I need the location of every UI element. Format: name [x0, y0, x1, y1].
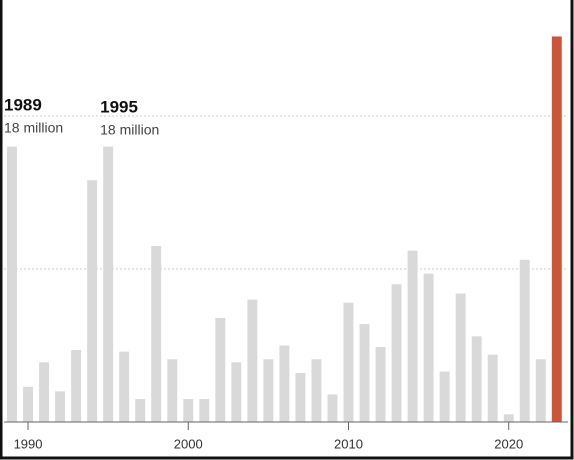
bar	[119, 351, 130, 422]
bar	[487, 354, 498, 422]
bar	[535, 359, 546, 422]
annotation-title: 1995	[100, 97, 138, 116]
bar	[311, 359, 322, 422]
bar	[23, 386, 34, 422]
x-tick-label: 1990	[14, 436, 43, 451]
bar	[455, 293, 466, 422]
bar	[247, 299, 258, 422]
bar	[7, 146, 17, 422]
bar	[295, 373, 306, 422]
bar	[407, 250, 418, 422]
bar	[391, 284, 402, 422]
x-tick-label: 2010	[334, 436, 363, 451]
x-tick-label: 2020	[494, 436, 523, 451]
bar	[231, 362, 242, 422]
bar	[87, 180, 98, 422]
bar	[471, 336, 482, 422]
bar	[503, 414, 514, 422]
bar	[359, 324, 370, 422]
bar	[55, 391, 66, 422]
bar	[327, 394, 338, 422]
bar	[103, 146, 114, 422]
bar	[263, 359, 274, 422]
annotation-title: 1989	[4, 95, 42, 114]
annotation-note: 18 million	[4, 120, 63, 136]
bar	[183, 399, 194, 422]
bar	[375, 347, 386, 422]
annotation-note: 18 million	[100, 122, 159, 138]
bar	[343, 302, 354, 422]
bar	[279, 345, 290, 422]
x-tick-label: 2000	[174, 436, 203, 451]
bar	[199, 399, 210, 422]
bar	[215, 317, 226, 422]
bar	[71, 350, 82, 422]
bar	[439, 371, 450, 422]
bar	[551, 36, 562, 422]
bar	[135, 399, 146, 422]
bar	[519, 259, 530, 422]
bar	[39, 362, 50, 422]
bar	[423, 273, 434, 422]
bar	[167, 359, 178, 422]
bar	[151, 246, 162, 422]
